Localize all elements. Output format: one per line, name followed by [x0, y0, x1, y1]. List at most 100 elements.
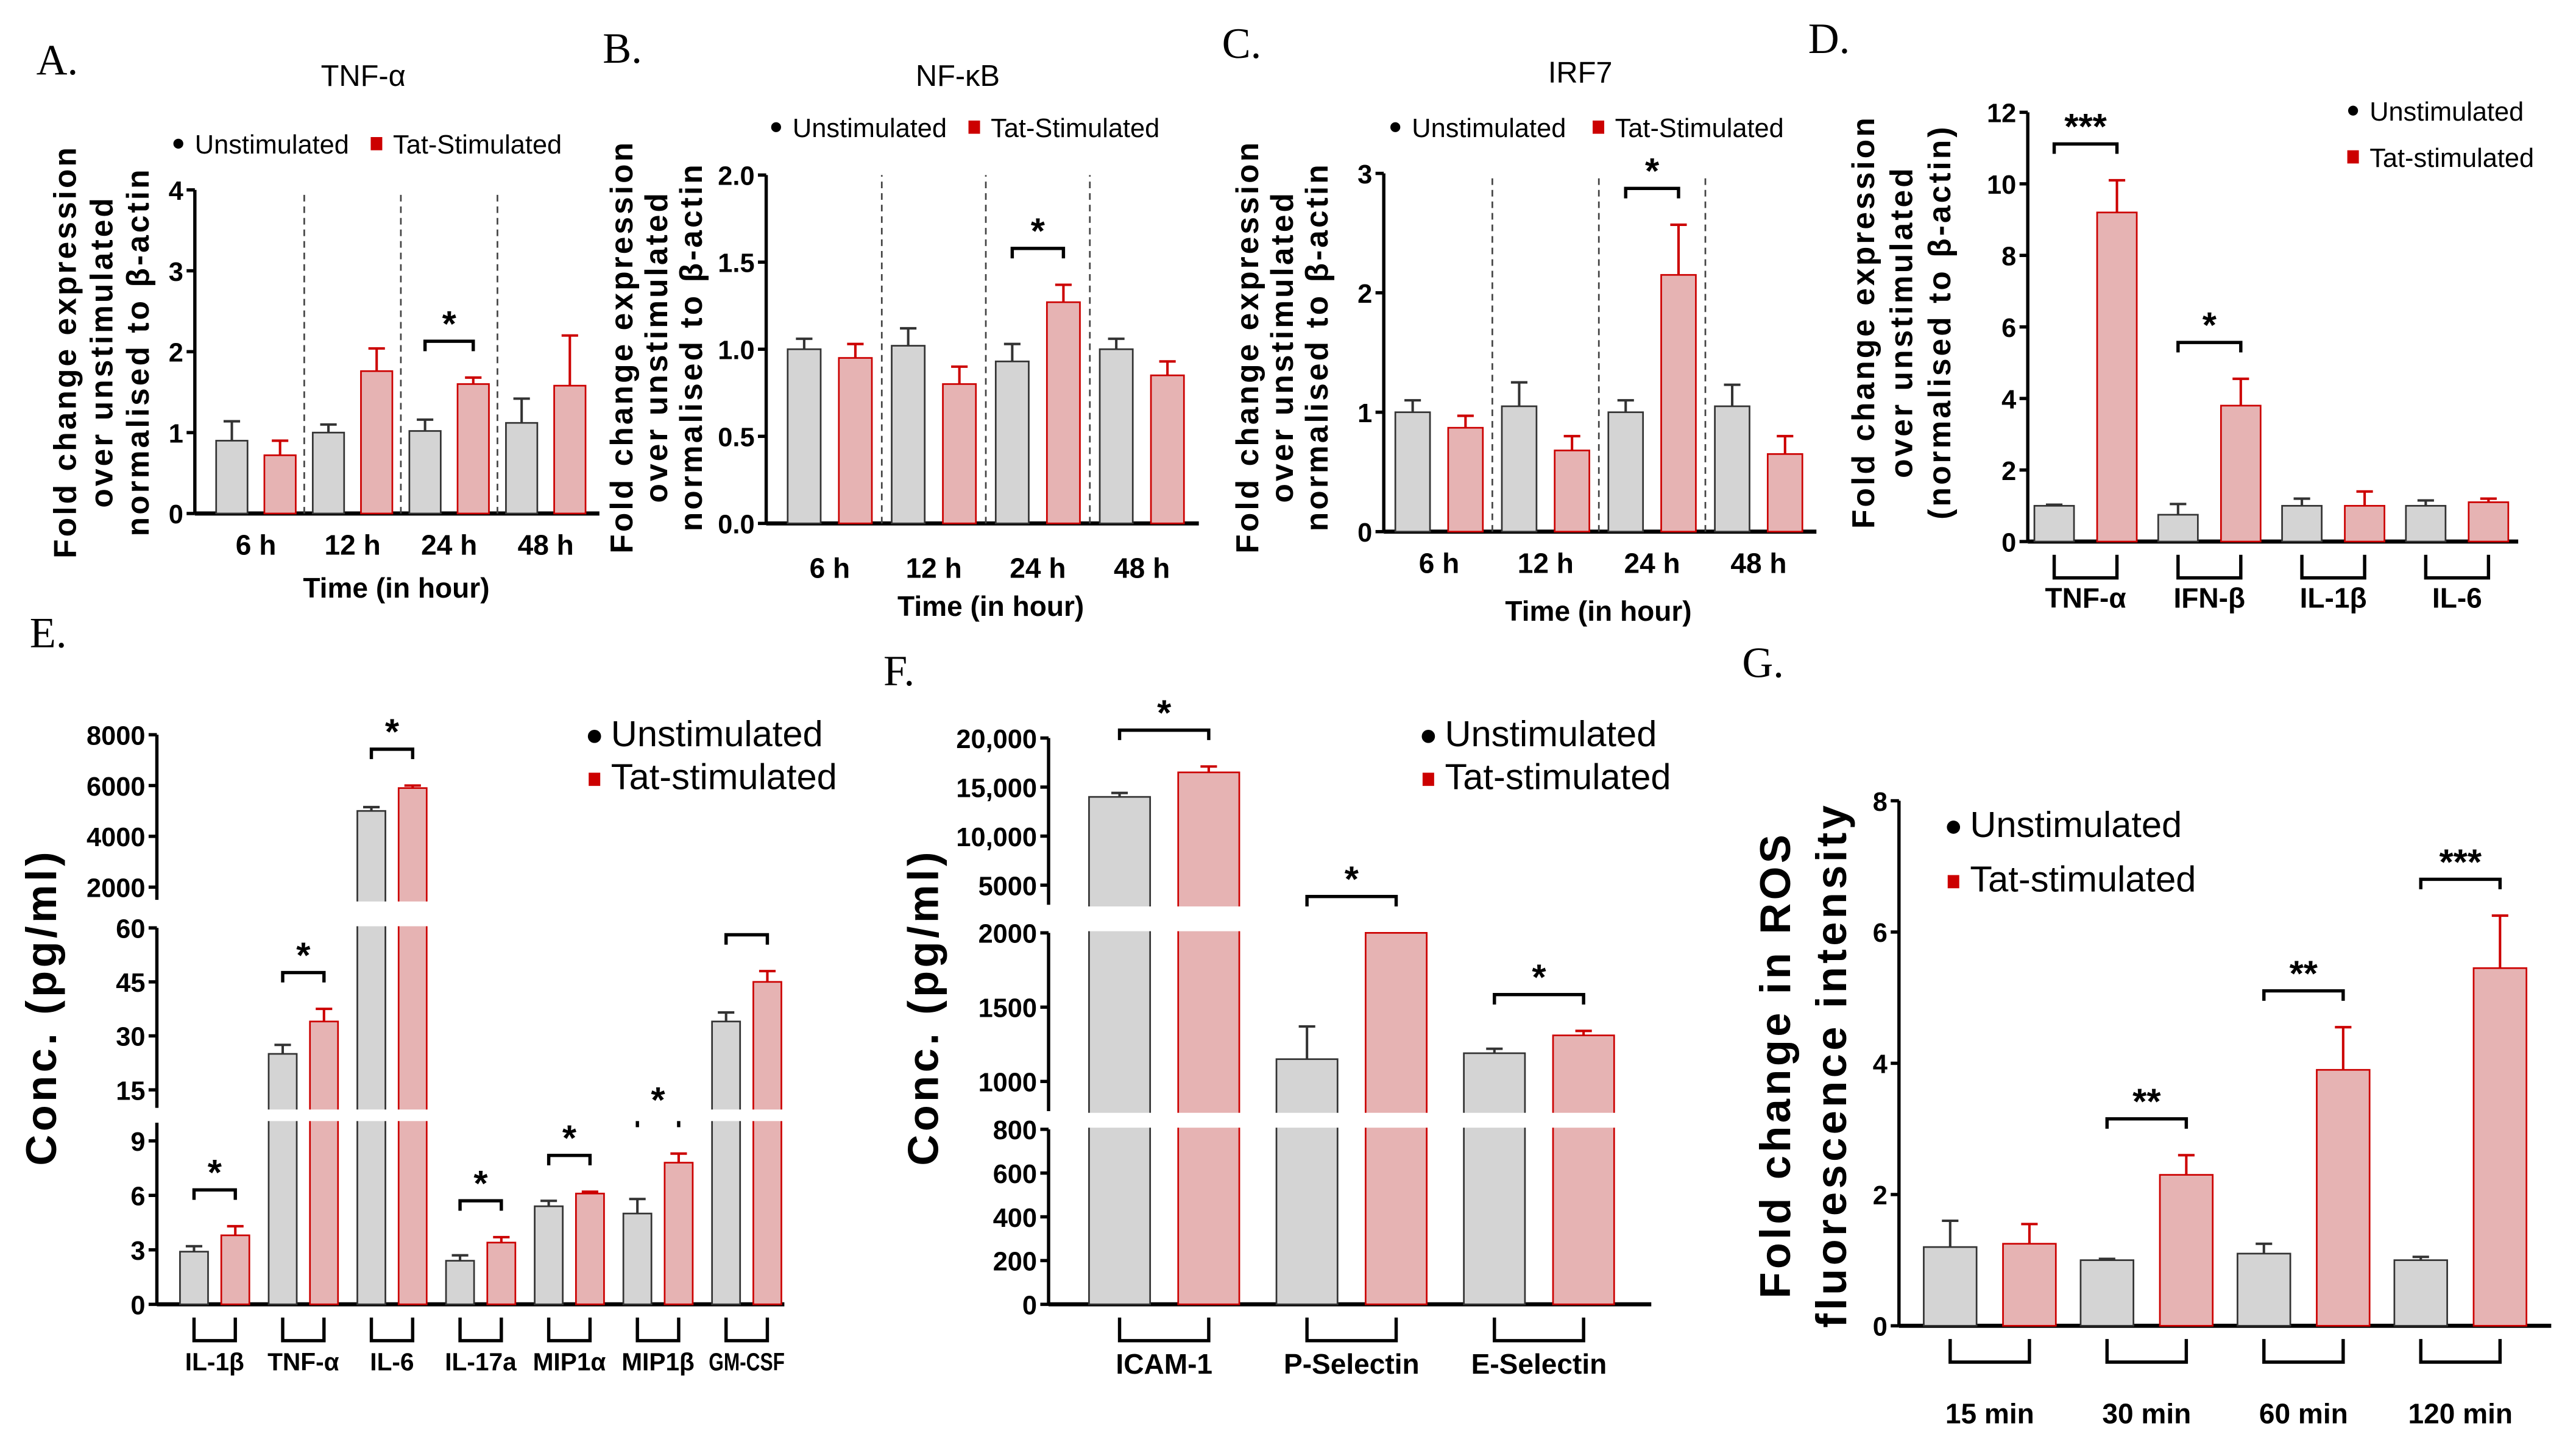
bar-unstimulated	[1714, 405, 1750, 533]
x-axis-title: Time (in hour)	[303, 572, 489, 604]
y-tick-label: 20,000	[956, 725, 1037, 754]
y-tick-label: 600	[993, 1160, 1037, 1189]
significance-marker: **	[2290, 953, 2318, 994]
significance-marker: ***	[2064, 106, 2107, 147]
y-tick-label: 12	[1987, 99, 2016, 129]
x-category-label: TNF-α	[2045, 582, 2126, 613]
x-category-label: IFN-β	[2173, 582, 2245, 613]
y-tick-label: 6000	[87, 772, 145, 802]
legend-label: Unstimulated	[1412, 114, 1566, 143]
y-tick-label: 8000	[87, 721, 145, 750]
y-axis-label: over unstimulated	[1264, 191, 1300, 503]
y-tick-label: 0	[1873, 1313, 1888, 1342]
y-tick-label: 6	[130, 1182, 145, 1212]
bar-tat-stimulated	[309, 1020, 339, 1305]
bar-tat-stimulated	[2096, 211, 2138, 543]
panel-title: NF-κB	[916, 60, 1000, 93]
legend-label: Unstimulated	[195, 130, 349, 160]
y-tick-label: 3	[130, 1237, 145, 1266]
x-category-label: 48 h	[1114, 553, 1170, 584]
bar-tat-stimulated	[1046, 301, 1081, 524]
y-axis-label: Fold change expression	[604, 140, 639, 554]
significance-bracket	[724, 933, 770, 945]
y-tick-label: 800	[993, 1116, 1037, 1145]
category-bracket	[724, 1317, 770, 1343]
bar-tat-stimulated	[1552, 1034, 1615, 1305]
category-bracket	[1305, 1317, 1398, 1343]
x-category-label: MIP1β	[621, 1348, 695, 1376]
y-tick-label: 1.5	[718, 249, 754, 278]
legend-marker-unstimulated	[1947, 821, 1961, 834]
panel-label: C.	[1222, 20, 1262, 68]
y-tick-label: 4	[2001, 385, 2016, 414]
category-bracket	[2300, 554, 2366, 580]
category-bracket	[2262, 1339, 2345, 1364]
bar-unstimulated	[534, 1205, 564, 1305]
bar-unstimulated	[891, 345, 926, 524]
significance-marker: *	[385, 712, 400, 752]
x-category-label: TNF-α	[267, 1348, 339, 1376]
x-category-label: 24 h	[1010, 553, 1066, 584]
axis-break-gap	[1053, 906, 1657, 931]
y-tick-label: 1.0	[718, 336, 754, 366]
legend-label: Tat-stimulated	[2369, 144, 2534, 173]
bar-unstimulated	[215, 440, 249, 515]
bar-unstimulated	[1607, 411, 1644, 533]
category-bracket	[281, 1317, 326, 1343]
y-tick-label: 0.0	[718, 510, 754, 539]
bar-tat-stimulated	[1177, 771, 1240, 1305]
category-bracket	[1948, 1339, 2031, 1364]
x-axis-title: Time (in hour)	[897, 590, 1084, 622]
bar-tat-stimulated	[263, 454, 297, 515]
legend-label: Tat-Stimulated	[991, 114, 1159, 143]
significance-marker: *	[208, 1152, 222, 1193]
bar-tat-stimulated	[2002, 1243, 2057, 1327]
significance-bracket	[1305, 895, 1398, 906]
legend-label: Tat-stimulated	[1445, 757, 1671, 797]
y-tick-label: 0.5	[718, 423, 754, 452]
x-category-label: IL-6	[370, 1348, 414, 1376]
bar-unstimulated	[2033, 504, 2075, 543]
significance-bracket	[423, 339, 475, 351]
legend-marker-tat-stimulated	[1947, 875, 1959, 889]
significance-marker: *	[1031, 211, 1046, 252]
bar-unstimulated	[311, 431, 345, 515]
y-tick-label: 2	[1357, 280, 1372, 309]
bar-tat-stimulated	[397, 787, 428, 1305]
y-tick-label: 200	[993, 1248, 1037, 1277]
bar-unstimulated	[787, 348, 822, 524]
panel-title: IRF7	[1548, 57, 1613, 90]
legend-label: Tat-stimulated	[1970, 859, 2196, 900]
bar-tat-stimulated	[942, 383, 977, 524]
x-category-label: IL-1β	[2300, 582, 2367, 613]
significance-bracket	[547, 1153, 592, 1165]
bar-unstimulated	[445, 1260, 475, 1305]
bar-tat-stimulated	[360, 370, 394, 515]
bar-unstimulated	[1099, 348, 1134, 524]
bar-tat-stimulated	[2316, 1068, 2371, 1327]
y-tick-label: 2	[2001, 457, 2016, 486]
bar-tat-stimulated	[553, 384, 587, 515]
significance-marker: *	[1157, 692, 1172, 733]
significance-bracket	[2419, 877, 2502, 889]
legend-label: Unstimulated	[793, 114, 947, 143]
x-category-label: E-Selectin	[1471, 1348, 1607, 1380]
y-tick-label: 1500	[978, 994, 1037, 1023]
significance-bracket	[2262, 989, 2345, 1001]
legend-marker-tat-stimulated	[1593, 120, 1605, 134]
bar-tat-stimulated	[663, 1162, 694, 1305]
x-axis-title: Time (in hour)	[1505, 595, 1691, 627]
legend-marker-tat-stimulated	[1422, 772, 1434, 786]
category-bracket	[2419, 1339, 2502, 1364]
significance-marker: **	[2132, 1081, 2161, 1122]
y-tick-label: 60	[116, 914, 145, 944]
bar-tat-stimulated	[2344, 504, 2385, 543]
y-tick-label: 15,000	[956, 774, 1037, 803]
panel-label: G.	[1742, 639, 1784, 687]
x-category-label: 120 min	[2408, 1397, 2513, 1429]
y-tick-label: 6	[1873, 919, 1888, 948]
x-category-label: 15 min	[1945, 1397, 2034, 1429]
legend-marker-unstimulated	[587, 729, 601, 743]
y-tick-label: 1000	[978, 1068, 1037, 1098]
y-tick-label: 2	[1873, 1181, 1888, 1210]
